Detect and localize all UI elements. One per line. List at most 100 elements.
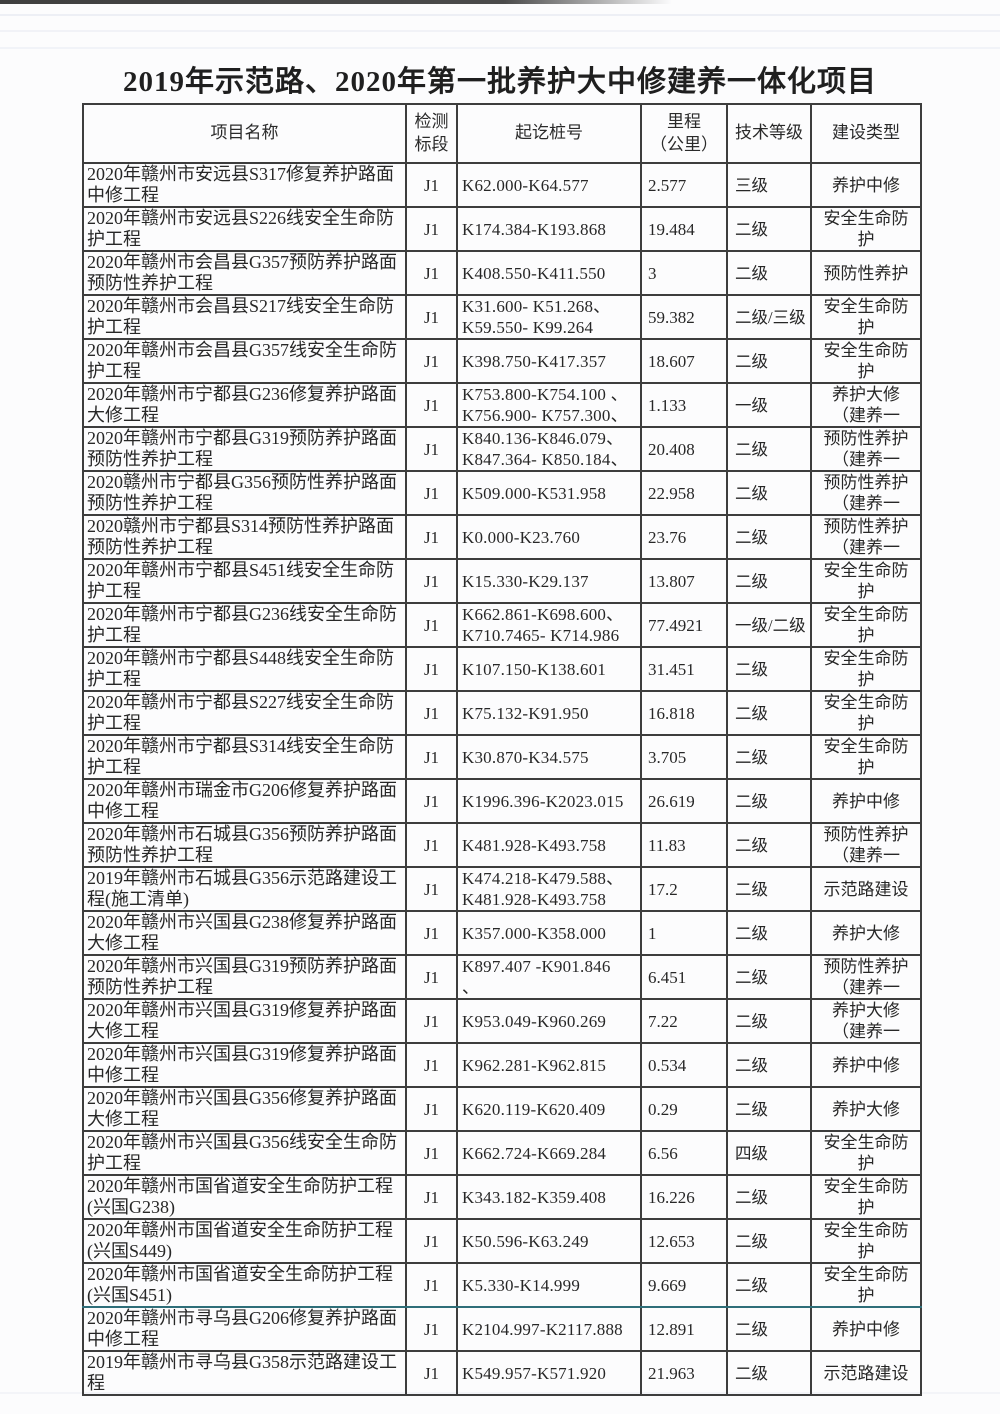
- inspection-section-cell: J1: [405, 910, 458, 956]
- stake-range-cell: K50.596-K63.249: [456, 1218, 642, 1264]
- mileage-cell: 3: [640, 250, 728, 296]
- technical-grade-cell: 二级: [726, 1306, 812, 1352]
- construction-type-cell: 安全生命防护: [810, 1130, 922, 1176]
- project-name-cell: 2020年赣州市宁都县G236线安全生命防护工程: [82, 602, 407, 648]
- stake-range-cell: K15.330-K29.137: [456, 558, 642, 604]
- projects-table: 项目名称 检测 标段 起讫桩号 里程 （公里） 技术等级 建设类型 2020年赣…: [82, 103, 922, 1396]
- stake-range-cell: K75.132-K91.950: [456, 690, 642, 736]
- technical-grade-cell: 二级: [726, 866, 812, 912]
- technical-grade-cell: 二级: [726, 426, 812, 472]
- table-row: 2020年赣州市石城县G356预防养护路面预防性养护工程 J1 K481.928…: [82, 822, 922, 868]
- technical-grade-cell: 二级: [726, 910, 812, 956]
- inspection-section-cell: J1: [405, 1218, 458, 1264]
- project-name-cell: 2020年赣州市安远县S226线安全生命防护工程: [82, 206, 407, 252]
- table-row: 2020年赣州市宁都县G319预防养护路面预防性养护工程 J1 K840.136…: [82, 426, 922, 472]
- header-row: 项目名称 检测 标段 起讫桩号 里程 （公里） 技术等级 建设类型: [82, 103, 922, 164]
- technical-grade-cell: 二级: [726, 734, 812, 780]
- mileage-cell: 16.818: [640, 690, 728, 736]
- stake-range-cell: K474.218-K479.588、 K481.928-K493.758: [456, 866, 642, 912]
- technical-grade-cell: 二级: [726, 514, 812, 560]
- construction-type-cell: 安全生命防护: [810, 646, 922, 692]
- table-row: 2020年赣州市宁都县G236修复养护路面大修工程 J1 K753.800-K7…: [82, 382, 922, 428]
- mileage-cell: 18.607: [640, 338, 728, 384]
- project-name-cell: 2020赣州市宁都县S314预防性养护路面预防性养护工程: [82, 514, 407, 560]
- table-row: 2020年赣州市兴国县G319修复养护路面大修工程 J1 K953.049-K9…: [82, 998, 922, 1044]
- mileage-cell: 3.705: [640, 734, 728, 780]
- inspection-section-cell: J1: [405, 514, 458, 560]
- construction-type-cell: 养护中修: [810, 1306, 922, 1352]
- technical-grade-cell: 一级/二级: [726, 602, 812, 648]
- mileage-cell: 77.4921: [640, 602, 728, 648]
- technical-grade-cell: 二级: [726, 954, 812, 1000]
- project-name-cell: 2020年赣州市寻乌县G206修复养护路面中修工程: [82, 1306, 407, 1352]
- stake-range-cell: K5.330-K14.999: [456, 1262, 642, 1308]
- inspection-section-cell: J1: [405, 470, 458, 516]
- construction-type-cell: 养护大修 （建养一: [810, 382, 922, 428]
- technical-grade-cell: 二级: [726, 778, 812, 824]
- inspection-section-cell: J1: [405, 1350, 458, 1396]
- technical-grade-cell: 二级: [726, 250, 812, 296]
- stake-range-cell: K662.724-K669.284: [456, 1130, 642, 1176]
- table-row: 2020年赣州市兴国县G238修复养护路面大修工程 J1 K357.000-K3…: [82, 910, 922, 956]
- inspection-section-cell: J1: [405, 382, 458, 428]
- construction-type-cell: 示范路建设: [810, 866, 922, 912]
- mileage-cell: 0.534: [640, 1042, 728, 1088]
- scan-artifact-line: [0, 14, 1000, 16]
- stake-range-cell: K62.000-K64.577: [456, 162, 642, 208]
- mileage-cell: 16.226: [640, 1174, 728, 1220]
- project-name-cell: 2020年赣州市兴国县G319修复养护路面大修工程: [82, 998, 407, 1044]
- stake-range-cell: K31.600- K51.268、 K59.550- K99.264: [456, 294, 642, 340]
- construction-type-cell: 预防性养护 （建养一: [810, 514, 922, 560]
- inspection-section-cell: J1: [405, 1262, 458, 1308]
- project-name-cell: 2020年赣州市宁都县S448线安全生命防护工程: [82, 646, 407, 692]
- technical-grade-cell: 二级: [726, 1350, 812, 1396]
- table-header: 项目名称 检测 标段 起讫桩号 里程 （公里） 技术等级 建设类型: [82, 103, 922, 164]
- inspection-section-cell: J1: [405, 426, 458, 472]
- table-row: 2019年赣州市石城县G356示范路建设工程(施工清单) J1 K474.218…: [82, 866, 922, 912]
- construction-type-cell: 安全生命防护: [810, 1174, 922, 1220]
- project-name-cell: 2020年赣州市兴国县G356修复养护路面大修工程: [82, 1086, 407, 1132]
- table-row: 2020年赣州市兴国县G319预防养护路面预防性养护工程 J1 K897.407…: [82, 954, 922, 1000]
- header-project-name: 项目名称: [82, 103, 407, 164]
- technical-grade-cell: 二级: [726, 1086, 812, 1132]
- stake-range-cell: K549.957-K571.920: [456, 1350, 642, 1396]
- stake-range-cell: K398.750-K417.357: [456, 338, 642, 384]
- mileage-cell: 13.807: [640, 558, 728, 604]
- construction-type-cell: 养护中修: [810, 162, 922, 208]
- stake-range-cell: K107.150-K138.601: [456, 646, 642, 692]
- project-name-cell: 2020年赣州市国省道安全生命防护工程(兴国S451): [82, 1262, 407, 1308]
- table-row: 2020年赣州市会昌县G357预防养护路面预防性养护工程 J1 K408.550…: [82, 250, 922, 296]
- construction-type-cell: 预防性养护 （建养一: [810, 426, 922, 472]
- inspection-section-cell: J1: [405, 162, 458, 208]
- inspection-section-cell: J1: [405, 338, 458, 384]
- stake-range-cell: K962.281-K962.815: [456, 1042, 642, 1088]
- project-name-cell: 2020年赣州市石城县G356预防养护路面预防性养护工程: [82, 822, 407, 868]
- header-construction-type: 建设类型: [810, 103, 922, 164]
- table-row: 2020年赣州市兴国县G319修复养护路面中修工程 J1 K962.281-K9…: [82, 1042, 922, 1088]
- project-name-cell: 2020年赣州市会昌县G357线安全生命防护工程: [82, 338, 407, 384]
- project-name-cell: 2020年赣州市国省道安全生命防护工程(兴国G238): [82, 1174, 407, 1220]
- stake-range-cell: K30.870-K34.575: [456, 734, 642, 780]
- table-row: 2020年赣州市国省道安全生命防护工程(兴国S451) J1 K5.330-K1…: [82, 1262, 922, 1308]
- inspection-section-cell: J1: [405, 954, 458, 1000]
- technical-grade-cell: 二级: [726, 646, 812, 692]
- construction-type-cell: 安全生命防护: [810, 1262, 922, 1308]
- table-row: 2020年赣州市宁都县S227线安全生命防护工程 J1 K75.132-K91.…: [82, 690, 922, 736]
- mileage-cell: 17.2: [640, 866, 728, 912]
- mileage-cell: 6.56: [640, 1130, 728, 1176]
- header-stake-range: 起讫桩号: [456, 103, 642, 164]
- table-row: 2020年赣州市兴国县G356修复养护路面大修工程 J1 K620.119-K6…: [82, 1086, 922, 1132]
- project-name-cell: 2020赣州市宁都县G356预防性养护路面预防性养护工程: [82, 470, 407, 516]
- construction-type-cell: 预防性养护 （建养一: [810, 822, 922, 868]
- table-row: 2020年赣州市兴国县G356线安全生命防护工程 J1 K662.724-K66…: [82, 1130, 922, 1176]
- table-row: 2020年赣州市宁都县S451线安全生命防护工程 J1 K15.330-K29.…: [82, 558, 922, 604]
- technical-grade-cell: 二级: [726, 470, 812, 516]
- inspection-section-cell: J1: [405, 558, 458, 604]
- scan-artifact-line: [0, 30, 1000, 32]
- mileage-cell: 7.22: [640, 998, 728, 1044]
- inspection-section-cell: J1: [405, 602, 458, 648]
- technical-grade-cell: 二级: [726, 998, 812, 1044]
- inspection-section-cell: J1: [405, 690, 458, 736]
- project-name-cell: 2020年赣州市会昌县G357预防养护路面预防性养护工程: [82, 250, 407, 296]
- project-name-cell: 2020年赣州市宁都县G319预防养护路面预防性养护工程: [82, 426, 407, 472]
